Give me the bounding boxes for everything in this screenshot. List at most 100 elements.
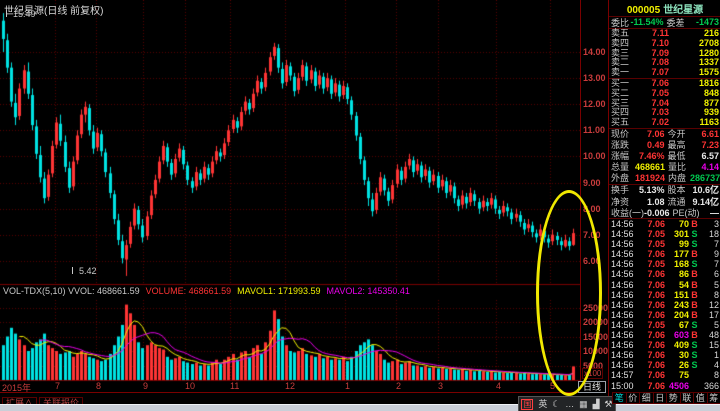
stock-info: 现价 7.06 今开 6.61 涨跌 0.49 最高 7.23 涨幅 7.46%… <box>609 128 720 219</box>
tick-volume: 177 <box>673 249 689 260</box>
stock-header: 000005 世纪星源 <box>609 1 720 16</box>
panel-tab-细[interactable]: 细 <box>639 392 654 404</box>
tick-direction: B <box>691 330 698 341</box>
tick-price: 7.06 <box>647 340 665 351</box>
tick-volume: 99 <box>678 239 689 250</box>
input-method-icon[interactable]: 国 <box>521 399 534 410</box>
info-label-1: 收益(一) <box>611 207 644 218</box>
tick-price: 7.06 <box>647 269 665 280</box>
tick-row: 14:56 7.06 86 B 6 <box>609 269 720 279</box>
tick-volume: 151 <box>673 289 689 300</box>
tick-row: 14:56 7.06 70 B 3 <box>609 219 720 229</box>
tick-volume: 301 <box>673 229 689 240</box>
info-value-1: 7.06 <box>646 129 665 139</box>
tick-row: 14:56 7.06 151 B 8 <box>609 290 720 300</box>
more-icon[interactable]: … <box>565 399 575 409</box>
ask-book: 卖五 7.11 216 卖四 7.10 2708 卖三 7.09 1280 卖二… <box>609 28 720 78</box>
tick-volume: 70 <box>678 219 689 229</box>
book-label: 买三 <box>611 97 630 108</box>
info-label-2: 最高 <box>667 140 686 151</box>
info-value-2: 7.23 <box>701 140 719 151</box>
price-axis-label: 10.00 <box>583 151 606 162</box>
tick-count: 7 <box>713 239 719 250</box>
tick-price: 7.06 <box>647 330 665 341</box>
stock-name: 世纪星源 <box>663 5 704 16</box>
book-row[interactable]: 卖一 7.07 1575 <box>609 67 720 78</box>
tick-price: 7.05 <box>647 319 665 330</box>
tick-volume: 86 <box>678 269 689 280</box>
tick-time: 14:56 <box>611 350 634 361</box>
panel-tab-筹[interactable]: 筹 <box>706 392 720 404</box>
info-label-1: 换手 <box>611 185 630 196</box>
book-row[interactable]: 买四 7.03 939 <box>609 108 720 118</box>
info-value-1: 468661 <box>635 162 666 173</box>
tick-volume: 26 <box>678 360 689 371</box>
panel-tab-联[interactable]: 联 <box>679 392 694 404</box>
tick-count: 366 <box>703 380 719 391</box>
price-axis-label: 8.00 <box>583 203 601 214</box>
x-axis-label: 4 <box>496 381 502 391</box>
book-price: 7.10 <box>651 37 669 48</box>
book-volume: 2708 <box>698 37 719 48</box>
panel-tab-值[interactable]: 值 <box>693 392 708 404</box>
screen-icon[interactable]: ▦ <box>579 399 588 409</box>
panel-tab-势[interactable]: 势 <box>666 392 681 404</box>
tick-price: 7.06 <box>647 380 665 391</box>
tick-count: 7 <box>713 259 719 270</box>
tick-time: 14:57 <box>611 370 634 381</box>
book-row[interactable]: 买五 7.02 1163 <box>609 117 720 128</box>
book-row[interactable]: 买三 7.04 877 <box>609 97 720 109</box>
tick-count: 18 <box>708 229 719 240</box>
tools-icon[interactable]: ⚒ <box>604 399 613 409</box>
info-value-1: 181924 <box>635 173 666 184</box>
info-value-2: 4.14 <box>701 162 719 173</box>
book-row[interactable]: 卖三 7.09 1280 <box>609 48 720 59</box>
book-price: 7.06 <box>651 78 669 88</box>
high-annotation: 15.49 <box>6 9 36 19</box>
tick-row: 15:00 7.06 4506 366 <box>609 381 720 391</box>
panel-tab-笔[interactable]: 笔 <box>612 392 627 404</box>
tick-time: 14:56 <box>611 219 634 229</box>
info-value-2: — <box>710 207 719 218</box>
tick-price: 7.06 <box>647 299 665 310</box>
weibi-label: 委比 <box>611 17 630 28</box>
bid-book: 买一 7.06 1816 买二 7.05 848 买三 7.04 877 买四 … <box>609 78 720 128</box>
tick-direction <box>689 370 700 380</box>
book-label: 卖五 <box>611 28 630 38</box>
tick-count: 8 <box>713 370 719 381</box>
book-price: 7.07 <box>651 67 669 78</box>
weibi-row: 委比 -11.54% 委差 -1473 <box>609 16 720 28</box>
low-mark <box>72 267 77 274</box>
book-row[interactable]: 卖五 7.11 216 <box>609 28 720 39</box>
panel-tab-bar: 笔价细日势联值筹 <box>612 392 720 404</box>
price-axis-label: 13.00 <box>583 73 606 84</box>
english-icon[interactable]: 英 <box>538 399 548 409</box>
book-volume: 939 <box>703 107 719 118</box>
tick-volume: 30 <box>678 350 689 361</box>
book-row[interactable]: 卖二 7.08 1337 <box>609 58 720 68</box>
x-axis-label: 1 <box>345 381 351 391</box>
night-mode-icon[interactable]: ☾ <box>552 399 561 409</box>
tick-time: 14:56 <box>611 229 634 240</box>
tick-price: 7.06 <box>647 370 665 381</box>
period-selector[interactable]: 日线 <box>578 381 606 393</box>
book-row[interactable]: 买二 7.05 848 <box>609 88 720 99</box>
info-value-1: 1.08 <box>646 196 665 207</box>
tick-direction: B <box>691 279 698 290</box>
kline-chart[interactable]: 世纪星源(日线 前复权) 15.49 5.42 VOL-TDX(5,10) VV… <box>0 0 580 393</box>
tick-volume: 75 <box>678 370 689 381</box>
info-label-1: 涨跌 <box>611 140 630 151</box>
candlestick-canvas[interactable] <box>0 0 580 392</box>
book-row[interactable]: 卖四 7.10 2708 <box>609 37 720 49</box>
book-row[interactable]: 买一 7.06 1816 <box>609 78 720 89</box>
info-row: 涨跌 0.49 最高 7.23 <box>609 140 720 151</box>
tick-volume: 54 <box>678 279 689 290</box>
tick-time: 14:56 <box>611 259 634 270</box>
tick-count: 9 <box>713 249 719 260</box>
taskbar-strip <box>0 404 720 411</box>
stats-icon[interactable]: ▟ <box>592 399 600 409</box>
tick-time: 14:56 <box>611 299 634 310</box>
panel-tab-价[interactable]: 价 <box>625 392 640 404</box>
tick-row: 14:56 7.06 243 B 12 <box>609 300 720 310</box>
panel-tab-日[interactable]: 日 <box>652 392 667 404</box>
